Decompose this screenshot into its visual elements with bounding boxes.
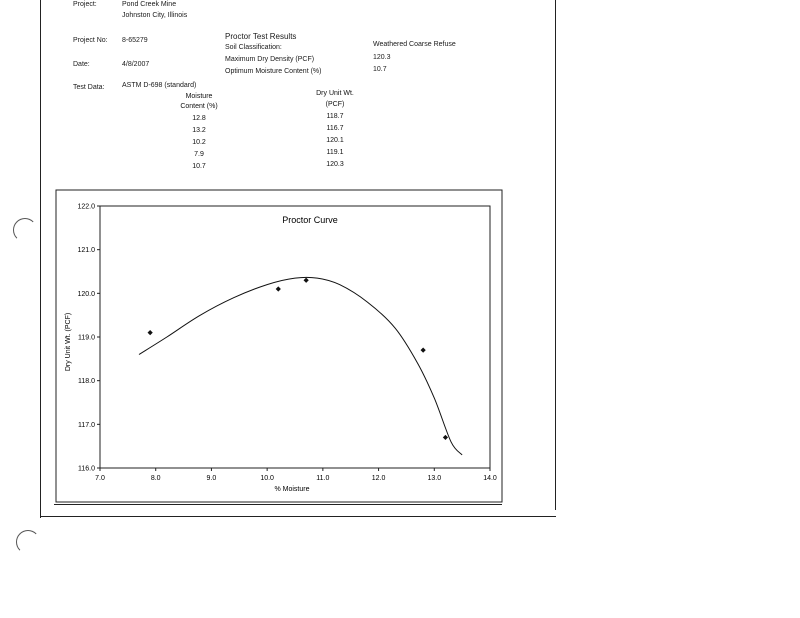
table-row-4-dry: 120.3 bbox=[326, 161, 344, 168]
project-no: 8-65279 bbox=[122, 37, 148, 44]
y-tick-label: 120.0 bbox=[77, 291, 95, 298]
page-bottom-border bbox=[40, 516, 556, 517]
date-label: Date: bbox=[73, 61, 90, 68]
x-tick-label: 11.0 bbox=[316, 475, 329, 482]
table-row-2-moisture: 10.2 bbox=[192, 139, 206, 146]
x-tick-label: 13.0 bbox=[427, 475, 441, 482]
y-tick-label: 116.0 bbox=[78, 466, 95, 473]
table-header-moisture-1: Moisture bbox=[185, 93, 213, 100]
opt-moisture-label: Optimum Moisture Content (%) bbox=[225, 68, 322, 75]
test-method: ASTM D-698 (standard) bbox=[122, 82, 197, 89]
x-tick-label: 14.0 bbox=[483, 475, 497, 482]
table-header-dry-2: (PCF) bbox=[325, 101, 345, 108]
x-axis-label: % Moisture bbox=[274, 486, 309, 493]
project-location: Johnston City, Illinois bbox=[122, 12, 188, 19]
plot-area-frame bbox=[99, 205, 491, 469]
y-tick-label: 121.0 bbox=[77, 247, 95, 254]
table-header-dry-1: Dry Unit Wt. bbox=[316, 90, 354, 97]
chart-title: Proctor Curve bbox=[282, 215, 338, 225]
x-tick-label: 8.0 bbox=[151, 475, 161, 482]
opt-moisture-value: 10.7 bbox=[373, 66, 387, 73]
page-right-border bbox=[555, 0, 556, 510]
max-density-value: 120.3 bbox=[373, 54, 391, 61]
proctor-fit-curve bbox=[138, 276, 463, 456]
x-tick-label: 12.0 bbox=[372, 475, 386, 482]
data-point bbox=[420, 347, 426, 353]
data-point bbox=[147, 330, 153, 336]
table-row-2-dry: 120.1 bbox=[326, 137, 344, 144]
y-tick-label: 118.0 bbox=[78, 378, 95, 385]
table-row-0-moisture: 12.8 bbox=[192, 115, 206, 122]
max-density-label: Maximum Dry Density (PCF) bbox=[225, 56, 315, 63]
soil-class-value: Weathered Coarse Refuse bbox=[373, 41, 456, 48]
test-data-label: Test Data: bbox=[73, 84, 105, 91]
binder-hole-icon bbox=[16, 530, 40, 554]
binder-hole-icon bbox=[13, 218, 37, 242]
chart-frame-bottom-shadow bbox=[54, 504, 502, 505]
chart-outer-frame bbox=[55, 189, 503, 503]
data-point bbox=[442, 434, 449, 441]
project-no-label: Project No: bbox=[73, 37, 108, 44]
y-tick-label: 122.0 bbox=[77, 204, 95, 211]
table-row-4-moisture: 10.7 bbox=[192, 163, 206, 170]
project-label: Project: bbox=[73, 1, 97, 8]
data-point bbox=[275, 286, 281, 292]
y-tick-label: 119.0 bbox=[78, 335, 95, 342]
x-tick-label: 10.0 bbox=[260, 475, 274, 482]
y-tick-label: 117.0 bbox=[78, 422, 95, 429]
y-axis-label: Dry Unit Wt. (PCF) bbox=[65, 313, 72, 371]
table-row-0-dry: 118.7 bbox=[326, 113, 344, 120]
x-tick-label: 7.0 bbox=[95, 475, 105, 482]
table-row-3-moisture: 7.9 bbox=[194, 151, 204, 158]
data-point bbox=[303, 277, 309, 283]
date-value: 4/8/2007 bbox=[122, 61, 150, 68]
results-title: Proctor Test Results bbox=[225, 32, 297, 41]
table-header-moisture-2: Content (%) bbox=[180, 103, 218, 110]
table-row-3-dry: 119.1 bbox=[326, 149, 344, 156]
page-left-border bbox=[40, 0, 41, 518]
soil-class-label: Soil Classification: bbox=[225, 44, 282, 51]
x-tick-label: 9.0 bbox=[207, 475, 217, 482]
project-name: Pond Creek Mine bbox=[122, 1, 177, 8]
table-row-1-moisture: 13.2 bbox=[192, 127, 206, 134]
table-row-1-dry: 116.7 bbox=[326, 125, 344, 132]
